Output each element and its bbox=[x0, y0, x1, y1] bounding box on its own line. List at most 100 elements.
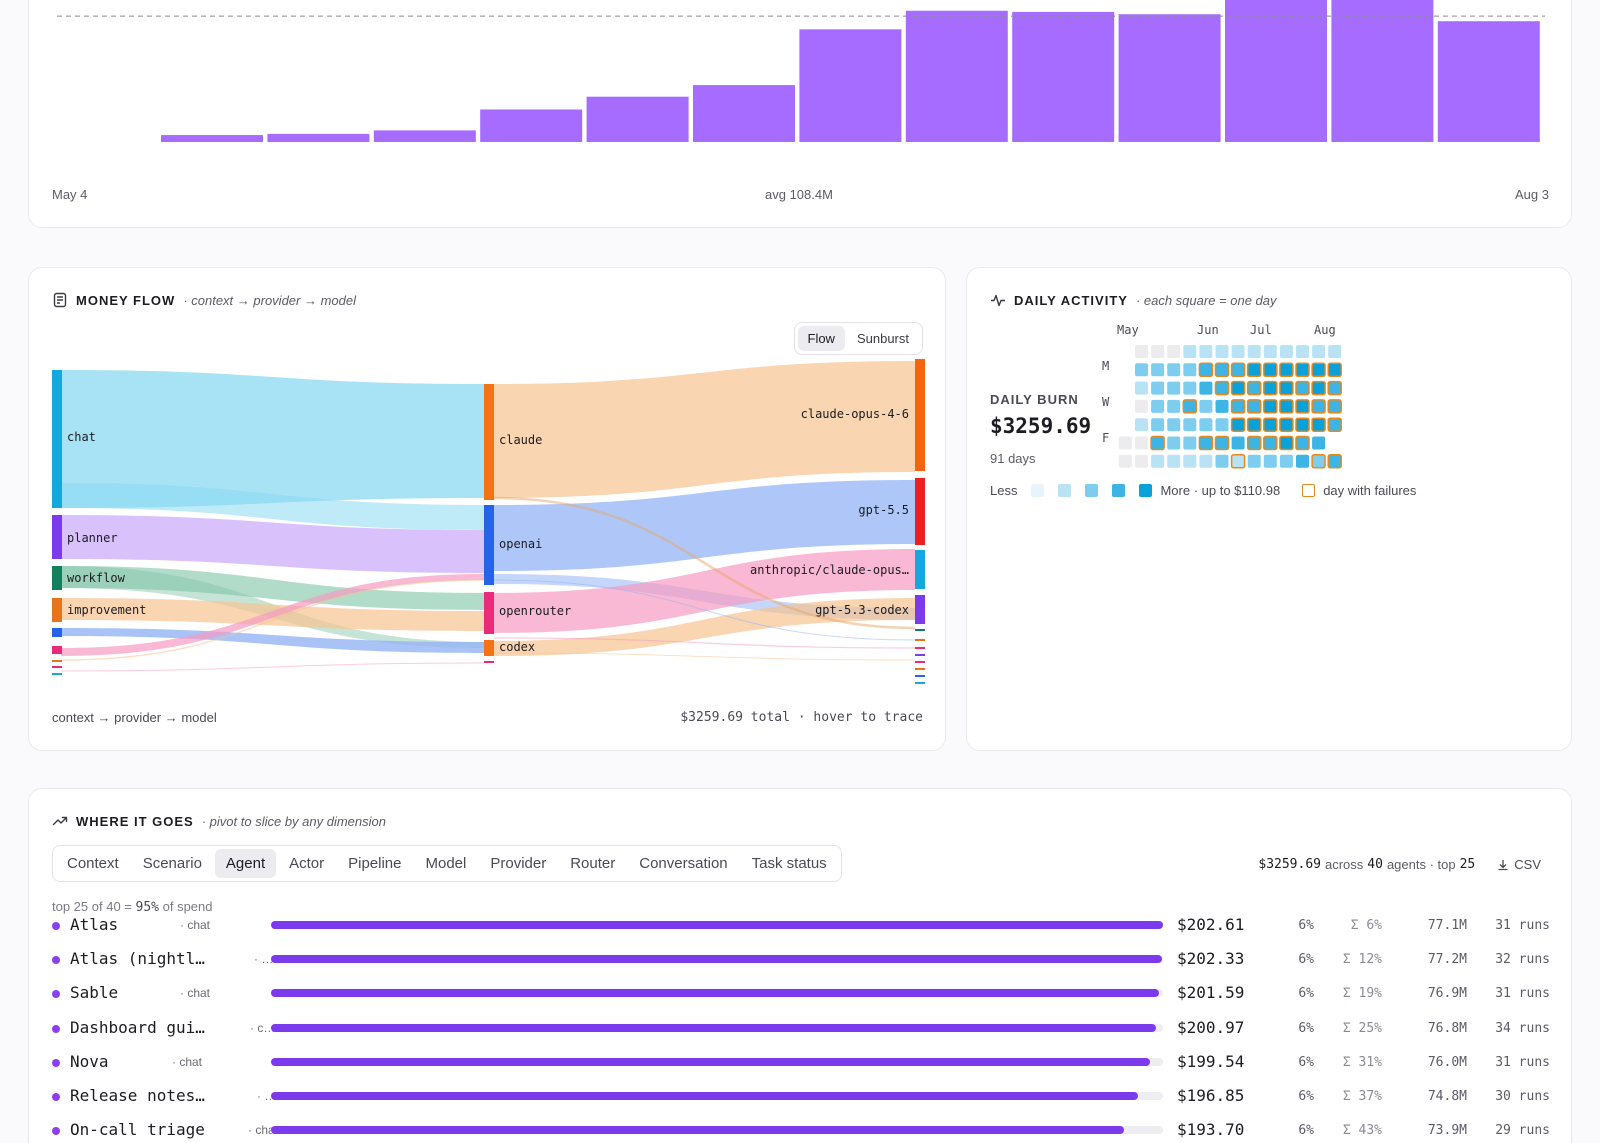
sankey-node[interactable] bbox=[915, 647, 925, 649]
sankey-node[interactable] bbox=[915, 629, 925, 631]
day-cell[interactable] bbox=[1135, 363, 1148, 377]
usage-bar[interactable] bbox=[267, 133, 370, 142]
tab-task-status[interactable]: Task status bbox=[751, 855, 827, 872]
day-cell[interactable] bbox=[1198, 435, 1214, 451]
day-cell[interactable] bbox=[1295, 362, 1310, 378]
day-cell[interactable] bbox=[1118, 436, 1132, 450]
sankey-node[interactable] bbox=[52, 628, 62, 637]
flow-link[interactable] bbox=[61, 483, 484, 530]
day-cell[interactable] bbox=[1167, 381, 1181, 395]
agent-row[interactable]: On-call triage · chat $193.70 6% Σ 43% 73.9M 2… bbox=[52, 1118, 1550, 1143]
day-cell[interactable] bbox=[1295, 417, 1310, 432]
usage-bar[interactable] bbox=[1225, 0, 1327, 142]
day-cell[interactable] bbox=[1312, 436, 1326, 450]
sankey-node[interactable] bbox=[484, 640, 494, 656]
sankey-node[interactable] bbox=[915, 668, 925, 670]
day-cell[interactable] bbox=[1295, 399, 1310, 414]
activity-heatmap[interactable]: May Jun Jul Aug M W F bbox=[967, 268, 1573, 752]
day-cell[interactable] bbox=[1246, 399, 1262, 414]
tab-context[interactable]: Context bbox=[67, 855, 119, 872]
day-cell[interactable] bbox=[1247, 454, 1261, 468]
sankey-node[interactable] bbox=[52, 646, 62, 654]
sankey-node[interactable] bbox=[52, 673, 62, 675]
day-cell[interactable] bbox=[1135, 381, 1148, 395]
flow-link[interactable] bbox=[493, 579, 916, 641]
flow-link[interactable] bbox=[61, 515, 484, 573]
day-cell[interactable] bbox=[1199, 345, 1213, 358]
day-cell[interactable] bbox=[1151, 418, 1165, 432]
day-cell[interactable] bbox=[1167, 363, 1181, 377]
day-cell[interactable] bbox=[1214, 362, 1230, 378]
sankey-node[interactable] bbox=[484, 384, 494, 500]
agent-row[interactable]: Release notes … · … $196.85 6% Σ 37% 74.8M 30 … bbox=[52, 1084, 1550, 1110]
day-cell[interactable] bbox=[1150, 435, 1165, 451]
flow-link[interactable] bbox=[494, 480, 915, 571]
tab-model[interactable]: Model bbox=[425, 855, 467, 872]
day-cell[interactable] bbox=[1327, 399, 1342, 414]
day-cell[interactable] bbox=[1296, 345, 1309, 358]
agent-row[interactable]: Dashboard gui… · c… $200.97 6% Σ 25% 76.8M 34 … bbox=[52, 1016, 1550, 1042]
usage-bar[interactable] bbox=[905, 10, 1008, 142]
day-cell[interactable] bbox=[1327, 362, 1342, 378]
day-cell[interactable] bbox=[1183, 436, 1197, 450]
day-cell[interactable] bbox=[1183, 381, 1197, 395]
day-cell[interactable] bbox=[1279, 399, 1294, 414]
flow-link[interactable] bbox=[494, 598, 915, 656]
usage-bar[interactable] bbox=[161, 135, 263, 142]
flow-link[interactable] bbox=[493, 637, 916, 649]
flow-link[interactable] bbox=[61, 566, 484, 610]
flow-link[interactable] bbox=[61, 628, 484, 653]
day-cell[interactable] bbox=[1246, 435, 1262, 451]
day-cell[interactable] bbox=[1215, 399, 1229, 413]
day-cell[interactable] bbox=[1246, 362, 1262, 378]
tab-conversation[interactable]: Conversation bbox=[639, 855, 728, 872]
agent-row[interactable]: Atlas · chat $202.61 6% Σ 6% 77.1M 31 runs bbox=[52, 913, 1550, 939]
sankey-node[interactable] bbox=[484, 592, 494, 634]
day-cell[interactable] bbox=[1311, 399, 1326, 414]
sankey-node[interactable] bbox=[484, 661, 494, 663]
day-cell[interactable] bbox=[1263, 399, 1278, 414]
day-cell[interactable] bbox=[1296, 454, 1309, 468]
sankey-node[interactable] bbox=[52, 666, 62, 668]
day-cell[interactable] bbox=[1328, 345, 1342, 358]
day-cell[interactable] bbox=[1263, 345, 1277, 358]
day-cell[interactable] bbox=[1199, 399, 1213, 413]
flow-link[interactable] bbox=[493, 652, 916, 661]
flow-link[interactable] bbox=[61, 370, 484, 508]
day-cell[interactable] bbox=[1167, 436, 1181, 450]
agent-row[interactable]: Sable · chat $201.59 6% Σ 19% 76.9M 31 runs bbox=[52, 981, 1550, 1007]
agent-row[interactable]: Atlas (nightly… · … $202.33 6% Σ 12% 77.2M 32 … bbox=[52, 947, 1550, 973]
sankey-node[interactable] bbox=[484, 505, 494, 585]
day-cell[interactable] bbox=[1246, 380, 1262, 396]
day-cell[interactable] bbox=[1183, 363, 1197, 377]
day-cell[interactable] bbox=[1279, 417, 1294, 432]
day-cell[interactable] bbox=[1135, 454, 1148, 468]
sankey-node[interactable] bbox=[52, 660, 62, 662]
day-cell[interactable] bbox=[1151, 399, 1165, 413]
day-cell[interactable] bbox=[1167, 345, 1181, 358]
day-cell[interactable] bbox=[1182, 399, 1198, 414]
day-cell[interactable] bbox=[1279, 435, 1294, 451]
sankey-node[interactable] bbox=[915, 478, 925, 545]
day-cell[interactable] bbox=[1279, 454, 1293, 468]
day-cell[interactable] bbox=[1199, 418, 1213, 432]
flow-link[interactable] bbox=[61, 574, 484, 656]
flow-link[interactable] bbox=[494, 549, 915, 633]
day-cell[interactable] bbox=[1215, 454, 1229, 468]
day-cell[interactable] bbox=[1135, 399, 1148, 413]
usage-bar[interactable] bbox=[586, 96, 689, 142]
day-cell[interactable] bbox=[1295, 380, 1310, 396]
usage-bar[interactable] bbox=[1331, 0, 1434, 143]
day-cell[interactable] bbox=[1167, 454, 1181, 468]
day-cell[interactable] bbox=[1263, 435, 1278, 451]
day-cell[interactable] bbox=[1263, 454, 1277, 468]
day-cell[interactable] bbox=[1279, 362, 1294, 378]
day-cell[interactable] bbox=[1183, 418, 1197, 432]
day-cell[interactable] bbox=[1246, 417, 1262, 432]
usage-bar[interactable] bbox=[1118, 14, 1221, 142]
day-cell[interactable] bbox=[1327, 380, 1342, 396]
day-cell[interactable] bbox=[1151, 345, 1165, 358]
toggle-sunburst[interactable]: Sunburst bbox=[856, 331, 909, 346]
sankey-node[interactable] bbox=[915, 654, 925, 656]
day-cell[interactable] bbox=[1198, 362, 1214, 378]
